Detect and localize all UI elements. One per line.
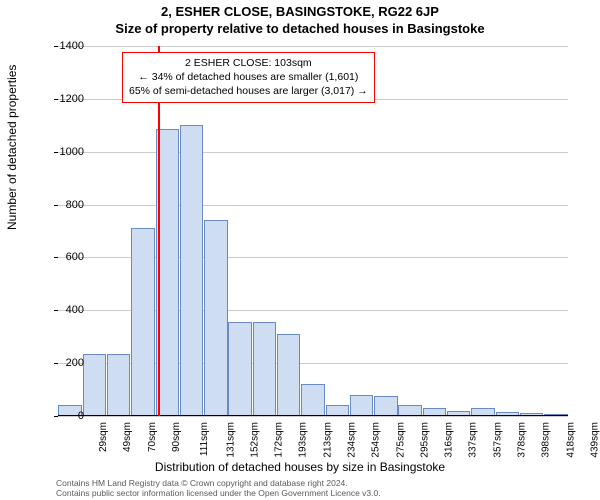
ytick-label: 800	[44, 199, 84, 211]
chart-subtitle: Size of property relative to detached ho…	[0, 19, 600, 36]
xtick-label: 418sqm	[565, 422, 576, 458]
histogram-bar	[83, 354, 106, 416]
annotation-line: 65% of semi-detached houses are larger (…	[129, 84, 368, 98]
xtick-label: 29sqm	[98, 422, 109, 452]
xtick-label: 49sqm	[122, 422, 133, 452]
gridline	[58, 46, 568, 47]
xtick-label: 213sqm	[322, 422, 333, 458]
ytick-label: 200	[44, 357, 84, 369]
xtick-label: 275sqm	[395, 422, 406, 458]
histogram-bar	[277, 334, 300, 416]
histogram-bar	[204, 220, 227, 416]
annotation-line: ← 34% of detached houses are smaller (1,…	[129, 70, 368, 84]
ytick-label: 400	[44, 304, 84, 316]
xtick-label: 193sqm	[298, 422, 309, 458]
page-title: 2, ESHER CLOSE, BASINGSTOKE, RG22 6JP	[0, 0, 600, 19]
histogram-bar	[374, 396, 397, 416]
ytick-label: 1000	[44, 146, 84, 158]
xtick-label: 439sqm	[589, 422, 600, 458]
footer-line-2: Contains public sector information licen…	[56, 488, 381, 498]
gridline	[58, 152, 568, 153]
footer-line-1: Contains HM Land Registry data © Crown c…	[56, 478, 381, 488]
footer-attribution: Contains HM Land Registry data © Crown c…	[56, 478, 381, 498]
ytick-label: 600	[44, 251, 84, 263]
histogram-bar	[107, 354, 130, 416]
ytick-label: 1200	[44, 93, 84, 105]
xtick-label: 357sqm	[492, 422, 503, 458]
annotation-line: 2 ESHER CLOSE: 103sqm	[129, 56, 368, 70]
xtick-label: 90sqm	[171, 422, 182, 452]
x-axis-line	[58, 415, 568, 416]
histogram-bar	[350, 395, 373, 416]
histogram-bar	[228, 322, 251, 416]
xtick-label: 378sqm	[517, 422, 528, 458]
xtick-label: 111sqm	[199, 422, 210, 456]
annotation-box: 2 ESHER CLOSE: 103sqm← 34% of detached h…	[122, 52, 375, 103]
xtick-label: 295sqm	[419, 422, 430, 458]
histogram-bar	[131, 228, 154, 416]
xtick-label: 172sqm	[274, 422, 285, 458]
y-axis-title: Number of detached properties	[5, 65, 19, 230]
xtick-label: 316sqm	[444, 422, 455, 458]
histogram-bar	[253, 322, 276, 416]
ytick-label: 1400	[44, 40, 84, 52]
ytick-label: 0	[44, 410, 84, 422]
xtick-label: 337sqm	[468, 422, 479, 458]
xtick-label: 234sqm	[347, 422, 358, 458]
xtick-label: 152sqm	[249, 422, 260, 458]
histogram-bar	[180, 125, 203, 416]
chart-plot-area: 29sqm49sqm70sqm90sqm111sqm131sqm152sqm17…	[58, 46, 568, 416]
xtick-label: 254sqm	[371, 422, 382, 458]
histogram-bar	[301, 384, 324, 416]
gridline	[58, 416, 568, 417]
xtick-label: 398sqm	[541, 422, 552, 458]
gridline	[58, 205, 568, 206]
x-axis-title: Distribution of detached houses by size …	[0, 460, 600, 474]
xtick-label: 70sqm	[147, 422, 158, 452]
xtick-label: 131sqm	[225, 422, 236, 458]
